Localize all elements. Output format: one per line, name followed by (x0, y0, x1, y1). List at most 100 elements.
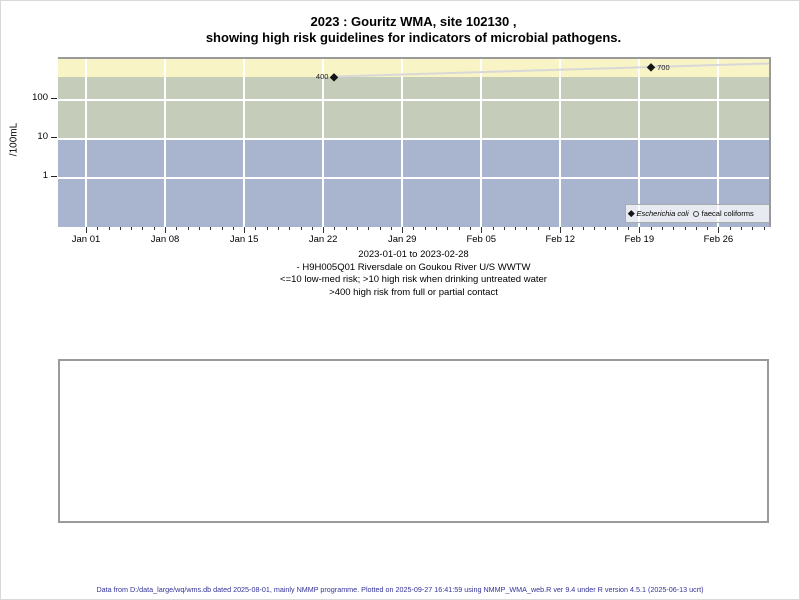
x-axis-minor-tick (176, 227, 178, 230)
x-axis-minor-tick (458, 227, 460, 230)
gridline-vertical (164, 59, 167, 227)
legend-item-faecal-coliforms: faecal coliforms (692, 209, 754, 218)
caption-site-description: - H9H005Q01 Riversdale on Goukou River U… (296, 261, 531, 273)
x-axis-minor-tick (695, 227, 697, 230)
x-axis-minor-tick (277, 227, 279, 230)
open-circle-icon (692, 210, 699, 217)
x-axis-minor-tick (503, 227, 505, 230)
chart-title-line1: 2023 : Gouritz WMA, site 102130 , (310, 14, 517, 29)
chart-caption: 2023-01-01 to 2023-02-28 - H9H005Q01 Riv… (58, 249, 769, 299)
x-axis-minor-tick (108, 227, 110, 230)
x-axis-minor-tick (345, 227, 347, 230)
x-axis-minor-tick (594, 227, 596, 230)
x-tick-label: Jan 08 (150, 234, 180, 245)
data-point-label: 400 (315, 72, 329, 82)
chart-title-line2: showing high risk guidelines for indicat… (205, 30, 622, 45)
gridline-horizontal (58, 177, 769, 179)
x-axis-minor-tick (628, 227, 630, 230)
x-axis-minor-tick (526, 227, 528, 230)
x-axis-major-tick (165, 227, 167, 233)
gridline-vertical (559, 59, 562, 227)
x-tick-label: Jan 01 (71, 234, 101, 245)
y-tick-label: 10 (37, 131, 48, 142)
risk-band-1 (58, 76, 769, 139)
x-axis-minor-tick (153, 227, 155, 230)
x-axis-minor-tick (763, 227, 765, 230)
x-axis-minor-tick (616, 227, 618, 230)
x-axis-minor-tick (142, 227, 144, 230)
gridline-vertical (638, 59, 641, 227)
gridline-vertical (322, 59, 325, 227)
x-axis-minor-tick (605, 227, 607, 230)
filled-diamond-icon (628, 210, 635, 217)
empty-data-panel (58, 359, 769, 523)
x-axis-minor-tick (119, 227, 121, 230)
x-axis-minor-tick (221, 227, 223, 230)
x-axis-minor-tick (300, 227, 302, 230)
risk-band-0 (58, 59, 769, 77)
x-axis-major-tick (481, 227, 483, 233)
x-axis-major-tick (718, 227, 720, 233)
x-axis-minor-tick (311, 227, 313, 230)
series-line (334, 62, 769, 78)
x-tick-label: Jan 15 (229, 234, 259, 245)
x-axis-minor-tick (436, 227, 438, 230)
x-axis-minor-tick (740, 227, 742, 230)
caption-risk-guideline-2: >400 high risk from full or partial cont… (329, 286, 498, 298)
gridline-vertical (480, 59, 483, 227)
x-tick-label: Feb 19 (624, 234, 655, 245)
gridline-vertical (85, 59, 87, 227)
x-axis-minor-tick (413, 227, 415, 230)
x-axis-major-tick (323, 227, 325, 233)
x-tick-label: Jan 22 (308, 234, 338, 245)
gridline-horizontal (58, 138, 769, 140)
x-axis-minor-tick (289, 227, 291, 230)
x-axis-major-tick (639, 227, 641, 233)
x-axis-minor-tick (673, 227, 675, 230)
x-axis-minor-tick (232, 227, 234, 230)
x-axis-minor-tick (368, 227, 370, 230)
gridline-vertical (717, 59, 720, 227)
x-axis-minor-tick (684, 227, 686, 230)
x-axis-minor-tick (255, 227, 257, 230)
x-axis-minor-tick (515, 227, 517, 230)
x-axis-minor-tick (549, 227, 550, 230)
x-axis-minor-tick (97, 227, 99, 230)
x-axis-minor-tick (390, 227, 392, 230)
gridline-vertical (243, 59, 246, 227)
x-axis-major-tick (402, 227, 404, 233)
x-axis-minor-tick (379, 227, 381, 230)
caption-risk-guideline-1: <=10 low-med risk; >10 high risk when dr… (280, 274, 547, 285)
x-axis-minor-tick (582, 227, 584, 230)
x-axis-minor-tick (131, 227, 133, 230)
x-axis-major-tick (560, 227, 562, 233)
legend-label-ecoli: Escherichia coli (636, 209, 689, 218)
legend: Escherichia coli faecal coliforms (625, 204, 769, 223)
x-tick-label: Feb 05 (466, 234, 497, 245)
data-point-label: 700 (657, 62, 670, 72)
legend-label-faecal-coliforms: faecal coliforms (701, 209, 754, 218)
caption-date-range: 2023-01-01 to 2023-02-28 (358, 249, 469, 260)
x-axis-minor-tick (729, 227, 731, 230)
x-axis-minor-tick (752, 227, 754, 230)
y-tick-label: 100 (32, 92, 48, 103)
x-axis-major-tick (244, 227, 246, 233)
y-tick-label: 1 (42, 170, 48, 181)
x-axis-minor-tick (707, 227, 709, 230)
x-axis-major-tick (86, 227, 87, 233)
x-tick-label: Feb 12 (545, 234, 576, 245)
x-axis-minor-tick (266, 227, 268, 230)
x-axis-minor-tick (198, 227, 200, 230)
plot-area: Escherichia coli faecal coliforms 400 700 (58, 57, 771, 227)
y-axis-tick (51, 176, 57, 178)
x-axis-minor-tick (357, 227, 359, 230)
x-axis-minor-tick (187, 227, 189, 230)
x-tick-label: Jan 29 (387, 234, 417, 245)
x-axis-minor-tick (210, 227, 212, 230)
y-axis-tick (51, 98, 57, 100)
x-axis-minor-tick (650, 227, 652, 230)
x-axis-minor-tick (447, 227, 449, 230)
gridline-vertical (401, 59, 404, 227)
x-tick-label: Feb 26 (703, 234, 734, 245)
